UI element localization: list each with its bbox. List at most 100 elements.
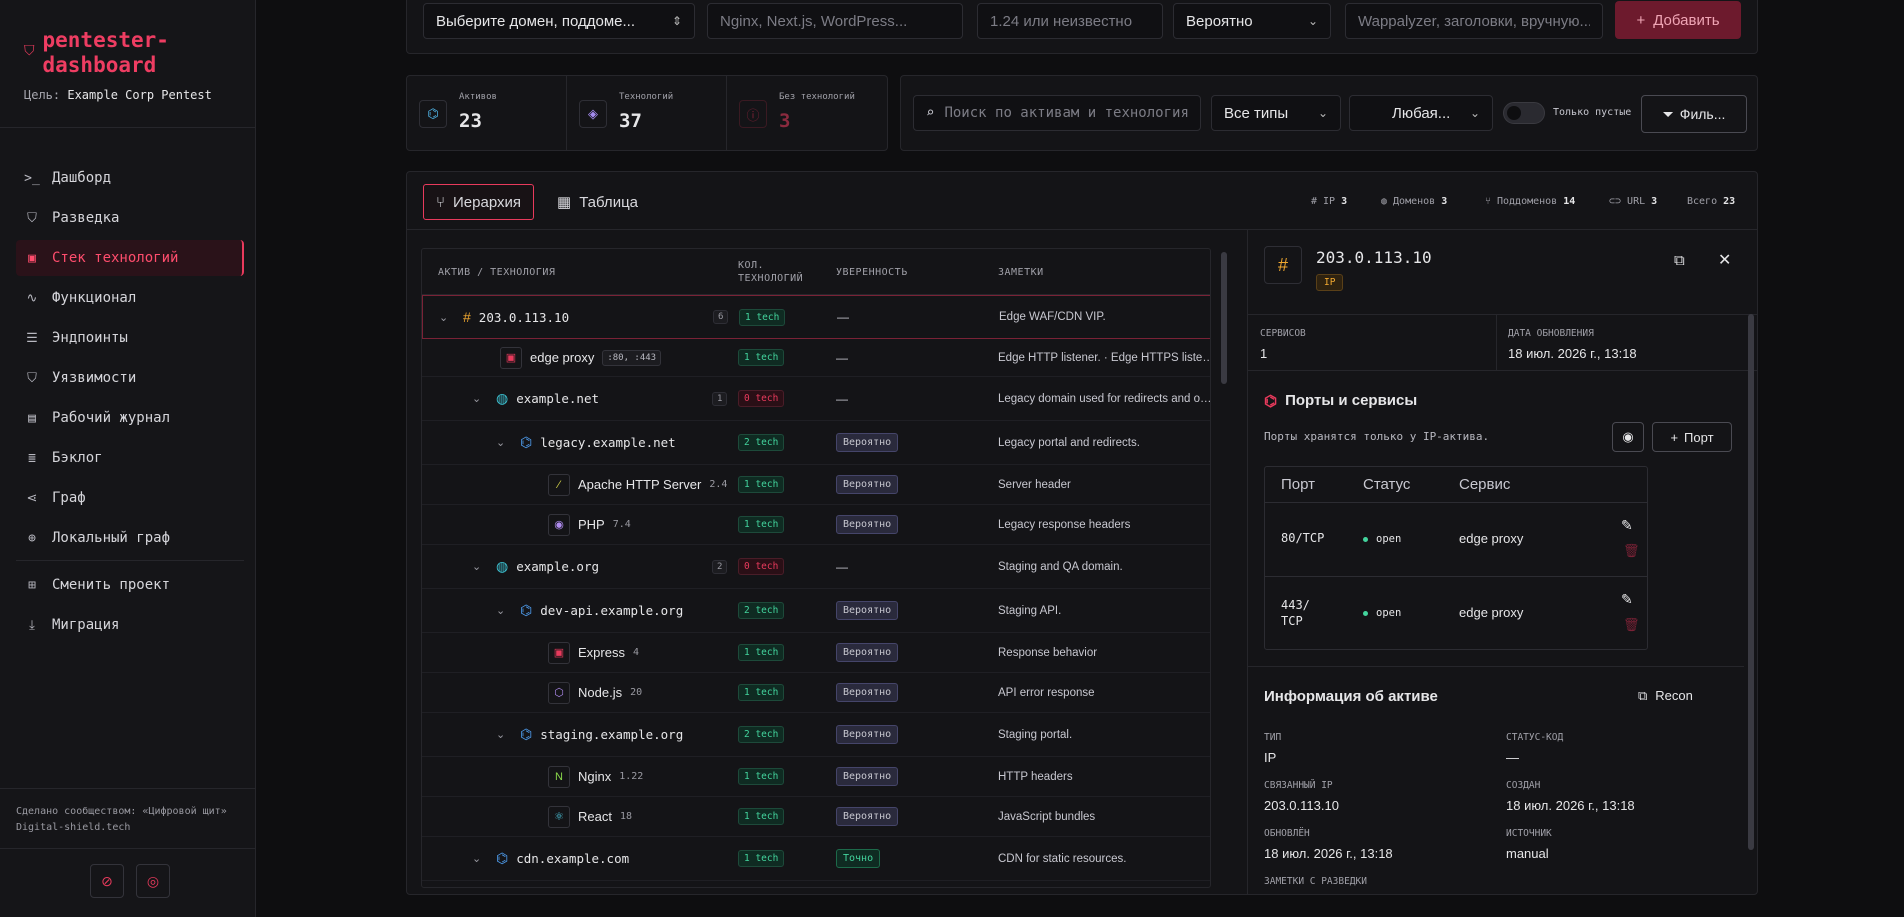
- external-link-icon[interactable]: ⧉: [1674, 252, 1685, 269]
- hash-icon: #: [463, 309, 471, 325]
- counter-label: Доменов: [1393, 196, 1436, 207]
- chevron-down-icon[interactable]: ⌄: [496, 605, 506, 617]
- nav-dashboard[interactable]: >_ Дашборд: [16, 160, 244, 196]
- chevron-down-icon[interactable]: ⌄: [496, 729, 506, 741]
- domain-select[interactable]: Выберите домен, поддоме... ⇕: [423, 3, 695, 39]
- nav-recon[interactable]: ⛉ Разведка: [16, 200, 244, 236]
- chevron-down-icon[interactable]: ⌄: [439, 311, 449, 324]
- port-row[interactable]: 80/TCP open edge proxy ✎ 🗑: [1265, 503, 1647, 577]
- tab-table[interactable]: ▦ Таблица: [545, 184, 650, 220]
- table-row[interactable]: ⌄ ⌬ dev-api.example.org 2 tech Вероятно St…: [422, 589, 1210, 633]
- nav-label: Граф: [52, 490, 86, 506]
- chevron-down-icon: ⌄: [1469, 106, 1480, 120]
- tech-count-badge: 2 tech: [738, 602, 785, 619]
- table-row[interactable]: ⌄ #203.0.113.10 6 1 tech — Edge WAF/CDN V…: [422, 295, 1210, 339]
- asset-name: staging.example.org: [540, 727, 684, 742]
- counter-label: IP: [1323, 196, 1336, 207]
- asset-name: legacy.example.net: [540, 435, 676, 450]
- tab-hierarchy[interactable]: ⑂ Иерархия: [423, 184, 534, 220]
- footer-credits: Сделано сообществом: «Цифровой щит» Digi…: [16, 804, 227, 836]
- table-row[interactable]: ⌄ ⌬ staging.example.org 2 tech Вероятно St…: [422, 713, 1210, 757]
- eye-icon[interactable]: ◉: [1612, 422, 1644, 452]
- confidence-select[interactable]: Вероятно ⌄: [1173, 3, 1331, 39]
- header-asset: АКТИВ / ТЕХНОЛОГИЯ: [438, 267, 556, 278]
- table-row[interactable]: ▣ Express 4 1 tech Вероятно Response behav…: [422, 633, 1210, 673]
- table-row[interactable]: ▣ edge proxy:80, :443 1 tech — Edge HTTP …: [422, 339, 1210, 377]
- row-note: Staging and QA domain.: [998, 560, 1123, 573]
- only-empty-toggle[interactable]: [1503, 102, 1545, 124]
- search-placeholder: Поиск по активам и технологиям: [944, 105, 1188, 121]
- table-row[interactable]: ⌄ ◍ example.org 2 0 tech — Staging and QA …: [422, 545, 1210, 589]
- info-recon-notes-label: ЗАМЕТКИ С РАЗВЕДКИ: [1264, 876, 1367, 887]
- palette-icon[interactable]: ◎: [136, 864, 170, 898]
- nav-endpoints[interactable]: ☰ Эндпоинты: [16, 320, 244, 356]
- types-select[interactable]: Все типы ⌄: [1211, 95, 1341, 131]
- table-scrollbar[interactable]: [1221, 252, 1227, 384]
- table-row[interactable]: ⚛ React 18 1 tech Вероятно JavaScript bund…: [422, 797, 1210, 837]
- nav-label: Стек технологий: [52, 250, 179, 266]
- footer-line: Сделано сообществом: «Цифровой щит»: [16, 806, 227, 817]
- nav-backlog[interactable]: ≣ Бэклог: [16, 440, 244, 476]
- edit-icon[interactable]: ✎: [1621, 591, 1633, 607]
- port-service: edge proxy: [1459, 605, 1524, 620]
- row-note: Legacy portal and redirects.: [998, 436, 1140, 449]
- sitemap-icon: ⌬: [520, 726, 533, 742]
- dribbble-icon[interactable]: ⊘: [90, 864, 124, 898]
- port-row[interactable]: 443/ TCP open edge proxy ✎ 🗑: [1265, 577, 1647, 651]
- chevron-down-icon[interactable]: ⌄: [496, 437, 506, 449]
- confidence-badge: Вероятно: [836, 807, 899, 826]
- add-button[interactable]: + Добавить: [1615, 1, 1741, 39]
- chevron-updown-icon: ⇕: [671, 14, 682, 28]
- footer-link[interactable]: Digital-shield.tech: [16, 822, 131, 833]
- asset-name: edge proxy: [530, 350, 595, 365]
- row-note: Staging portal.: [998, 728, 1073, 741]
- nav-local-graph[interactable]: ⊕ Локальный граф: [16, 520, 244, 556]
- any-select[interactable]: Любая... ⌄: [1349, 95, 1493, 131]
- nav-tech-stack[interactable]: ▣ Стек технологий: [16, 240, 244, 276]
- confidence-badge: Точно: [836, 849, 881, 868]
- nav-vulns[interactable]: ⛉ Уязвимости: [16, 360, 244, 396]
- nav-migration[interactable]: ⤓ Миграция: [16, 607, 244, 643]
- detail-scrollbar[interactable]: [1748, 314, 1754, 850]
- table-row[interactable]: ⌄ ⌬ legacy.example.net 2 tech Вероятно Leg…: [422, 421, 1210, 465]
- nav-label: Эндпоинты: [52, 330, 128, 346]
- confidence-badge: Вероятно: [836, 515, 899, 534]
- ports-table-header: Порт Статус Сервис: [1265, 467, 1647, 503]
- table-row[interactable]: ⌄ ⌬ cdn.example.com 1 tech Точно CDN for s…: [422, 837, 1210, 881]
- add-port-button[interactable]: + Порт: [1652, 422, 1732, 452]
- tabs-bar: ⑂ Иерархия ▦ Таблица # IP 3 ◍ Доменов 3 ⑂ Поддо…: [407, 172, 1757, 230]
- edit-icon[interactable]: ✎: [1621, 517, 1633, 533]
- filter-icon: ⏷: [1662, 105, 1674, 122]
- nav-graph[interactable]: ⋖ Граф: [16, 480, 244, 516]
- table-row[interactable]: ⌄ ◍ example.net 1 0 tech — Legacy domain u…: [422, 377, 1210, 421]
- divider: [1248, 314, 1757, 315]
- table-row[interactable]: ⁄ Apache HTTP Server 2.4 1 tech Вероятно S…: [422, 465, 1210, 505]
- add-button-label: Добавить: [1653, 11, 1720, 29]
- close-icon[interactable]: ✕: [1718, 252, 1732, 269]
- target-value: Example Corp Pentest: [67, 88, 212, 102]
- filters-button[interactable]: ⏷ Филь...: [1641, 95, 1747, 133]
- logo[interactable]: ⛉ pentester-dashboard: [24, 28, 213, 78]
- chevron-down-icon[interactable]: ⌄: [472, 561, 482, 573]
- nav-label: Миграция: [52, 617, 120, 633]
- chevron-down-icon[interactable]: ⌄: [472, 393, 482, 405]
- nodejs-icon: ⬡: [548, 681, 570, 704]
- source-input[interactable]: Wappalyzer, заголовки, вручную...: [1345, 3, 1603, 39]
- trash-icon[interactable]: 🗑: [1623, 617, 1640, 632]
- trash-icon[interactable]: 🗑: [1623, 543, 1640, 558]
- tech-name-input[interactable]: Nginx, Next.js, WordPress...: [707, 3, 963, 39]
- updated-value: 18 июл. 2026 г., 13:18: [1508, 346, 1637, 361]
- nav-switch-project[interactable]: ⊞ Сменить проект: [16, 567, 244, 603]
- tech-count-badge: 1 tech: [738, 349, 785, 366]
- search-input[interactable]: ⌕ Поиск по активам и технологиям: [913, 95, 1201, 131]
- table-row[interactable]: ◉ PHP 7.4 1 tech Вероятно Legacy response …: [422, 505, 1210, 545]
- version-input[interactable]: 1.24 или неизвестно: [977, 3, 1163, 39]
- recon-button[interactable]: ⧉ Recon: [1638, 688, 1693, 704]
- nav-worklog[interactable]: ▤ Рабочий журнал: [16, 400, 244, 436]
- tech-version: 4: [632, 647, 639, 658]
- chevron-down-icon[interactable]: ⌄: [472, 853, 482, 865]
- row-note: Staging API.: [998, 604, 1062, 617]
- table-row[interactable]: ⬡ Node.js 20 1 tech Вероятно API error res…: [422, 673, 1210, 713]
- table-row[interactable]: N Nginx 1.22 1 tech Вероятно HTTP headers: [422, 757, 1210, 797]
- nav-functional[interactable]: ∿ Функционал: [16, 280, 244, 316]
